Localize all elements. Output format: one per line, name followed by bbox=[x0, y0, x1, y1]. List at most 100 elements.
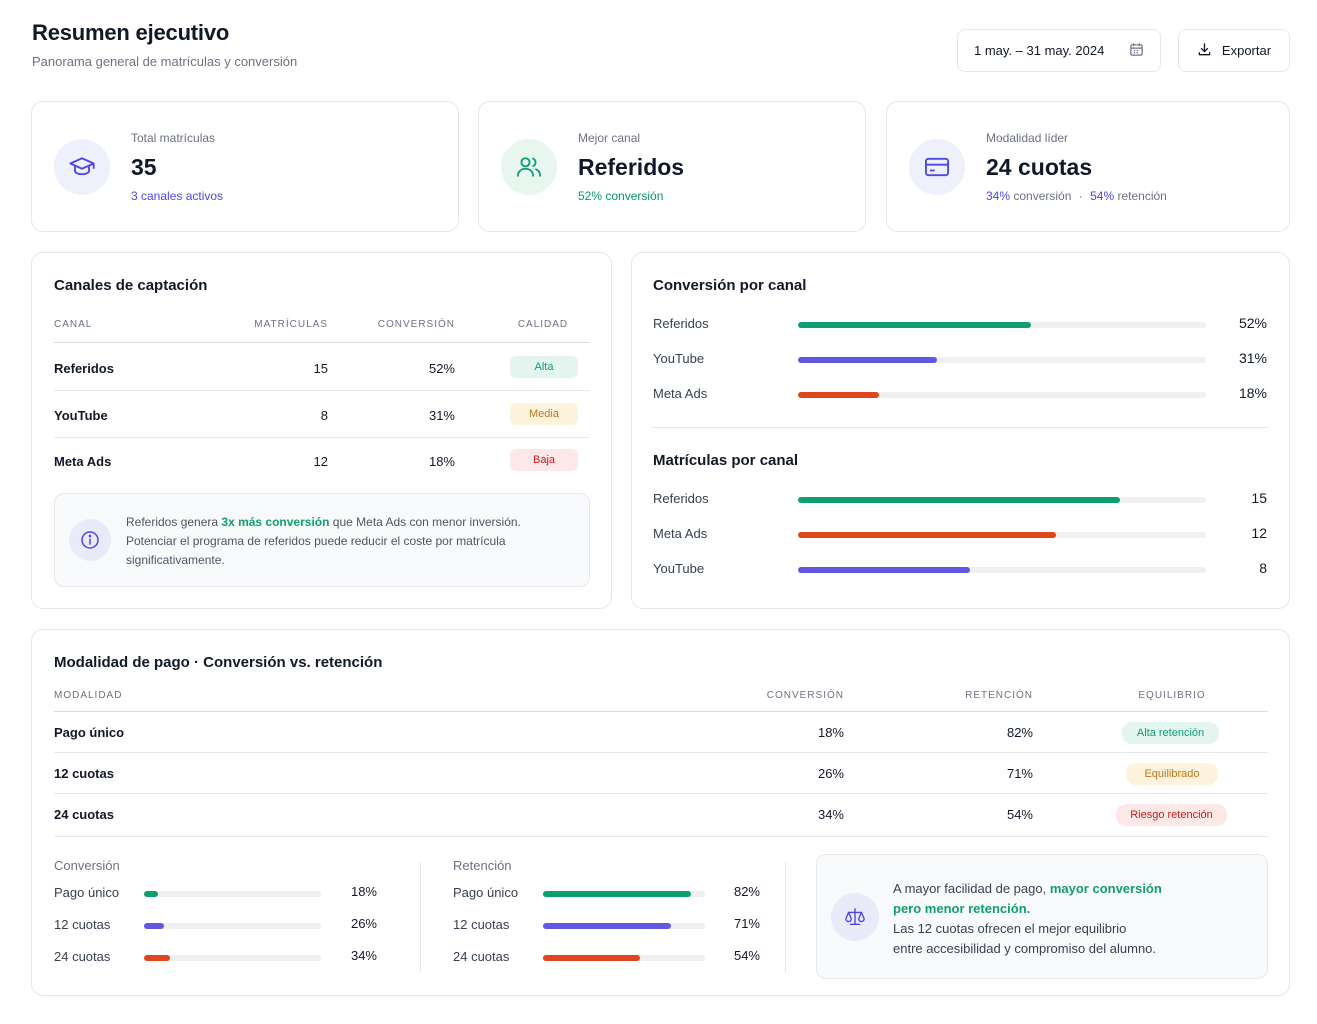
bar-label: 24 cuotas bbox=[54, 949, 111, 964]
bar-track bbox=[798, 357, 1206, 363]
bar-track bbox=[798, 497, 1206, 503]
bar-fill bbox=[144, 891, 158, 897]
payment-row-conversion: 18% bbox=[817, 725, 844, 740]
bar-value: 26% bbox=[350, 916, 377, 931]
bar-label: Pago único bbox=[54, 885, 120, 900]
bar-value: 8 bbox=[1259, 560, 1267, 576]
kpi-sub-conversion-text: conversión bbox=[1013, 188, 1072, 203]
insight-line4: entre accesibilidad y compromiso del alu… bbox=[893, 941, 1157, 956]
insight-pre: Referidos genera bbox=[126, 515, 222, 529]
bar-label: Meta Ads bbox=[653, 386, 708, 401]
payment-row-retention: 71% bbox=[1006, 766, 1033, 781]
kpi-sub: 52% conversión bbox=[578, 188, 664, 203]
channel-row-name: Referidos bbox=[54, 361, 114, 376]
bar-track bbox=[798, 392, 1206, 398]
balance-badge: Riesgo retención bbox=[1116, 804, 1227, 826]
bar-fill bbox=[144, 955, 170, 961]
payment-row-name: 24 cuotas bbox=[54, 807, 114, 822]
page-title: Resumen ejecutivo bbox=[32, 20, 230, 45]
bar-value: 18% bbox=[350, 884, 377, 899]
row-divider bbox=[54, 437, 590, 438]
payment-row-retention: 54% bbox=[1006, 807, 1033, 822]
insight-highlight-2: pero menor retención. bbox=[893, 901, 1031, 916]
credit-card-icon bbox=[909, 138, 965, 195]
channel-row-enrollments: 15 bbox=[313, 361, 328, 376]
bar-value: 52% bbox=[1238, 315, 1267, 331]
bar-value: 34% bbox=[350, 948, 377, 963]
bar-fill bbox=[798, 322, 1032, 328]
date-range-value: 1 may. – 31 may. 2024 bbox=[974, 43, 1105, 58]
payment-insight-text: A mayor facilidad de pago, mayor convers… bbox=[893, 879, 1243, 959]
retention-bars-title: Retención bbox=[453, 858, 512, 873]
bar-value: 71% bbox=[733, 916, 760, 931]
bar-label: YouTube bbox=[653, 561, 705, 576]
kpi-sub: 34% conversión · 54% retención bbox=[986, 189, 1167, 203]
date-range-picker[interactable]: 1 may. – 31 may. 2024 bbox=[957, 29, 1161, 72]
col-header-calidad: Calidad bbox=[517, 319, 569, 330]
export-button[interactable]: Exportar bbox=[1178, 29, 1290, 72]
col-header-conversion: Conversión bbox=[377, 319, 455, 330]
col-header-matriculas: Matrículas bbox=[254, 319, 328, 330]
enrollments-by-channel-title: Matrículas por canal bbox=[653, 452, 799, 469]
row-divider bbox=[54, 793, 1268, 794]
channel-row-name: Meta Ads bbox=[54, 454, 112, 469]
bar-value: 31% bbox=[1238, 350, 1267, 366]
kpi-sub-conversion-value: 34% bbox=[986, 188, 1011, 203]
bar-fill bbox=[798, 357, 937, 363]
channel-row-enrollments: 8 bbox=[320, 408, 328, 423]
insight-highlight-1: mayor conversión bbox=[1049, 881, 1162, 896]
kpi-sub-retention-value: 54% bbox=[1090, 188, 1115, 203]
bar-track bbox=[144, 891, 321, 897]
kpi-best-channel: Mejor canal Referidos 52% conversión bbox=[478, 101, 866, 232]
row-divider bbox=[54, 836, 1268, 837]
col-header-retencion: Retención bbox=[965, 690, 1033, 701]
conversion-by-channel-title: Conversión por canal bbox=[653, 277, 807, 294]
bar-label: YouTube bbox=[653, 351, 705, 366]
kpi-total-enrollments: Total matrículas 35 3 canales activos bbox=[31, 101, 459, 232]
row-divider bbox=[54, 752, 1268, 753]
kpi-value: 35 bbox=[131, 153, 157, 180]
bar-track bbox=[543, 891, 705, 897]
balance-badge: Alta retención bbox=[1122, 722, 1219, 744]
bar-track bbox=[798, 322, 1206, 328]
channels-insight: Referidos genera 3x más conversión que M… bbox=[54, 493, 590, 587]
bar-value: 82% bbox=[733, 884, 760, 899]
channels-title: Canales de captación bbox=[54, 277, 208, 294]
export-label: Exportar bbox=[1221, 43, 1272, 58]
bar-fill bbox=[144, 923, 164, 929]
table-divider bbox=[54, 711, 1268, 712]
kpi-leading-modality: Modalidad líder 24 cuotas 34% conversión… bbox=[886, 101, 1290, 232]
payment-row-name: 12 cuotas bbox=[54, 766, 114, 781]
conversion-bars-title: Conversión bbox=[54, 858, 120, 873]
bar-label: Referidos bbox=[653, 316, 709, 331]
quality-badge: Alta bbox=[510, 356, 578, 378]
insight-line3: Las 12 cuotas ofrecen el mejor equilibri… bbox=[893, 921, 1127, 936]
kpi-value: Referidos bbox=[578, 153, 685, 180]
payment-row-name: Pago único bbox=[54, 725, 125, 740]
payment-row-conversion: 34% bbox=[817, 807, 844, 822]
col-header-equilibrio: Equilibrio bbox=[1138, 690, 1206, 701]
kpi-label: Modalidad líder bbox=[986, 130, 1069, 145]
insight-pre: A mayor facilidad de pago, bbox=[893, 881, 1050, 896]
page-header: Resumen ejecutivo Panorama general de ma… bbox=[32, 20, 297, 69]
calendar-icon bbox=[1129, 42, 1144, 60]
graduation-cap-icon bbox=[54, 138, 110, 195]
channel-row-name: YouTube bbox=[54, 408, 108, 423]
col-header-canal: Canal bbox=[54, 319, 93, 330]
bar-value: 15 bbox=[1251, 490, 1267, 506]
bar-track bbox=[144, 955, 321, 961]
bar-label: Pago único bbox=[453, 885, 519, 900]
bar-track bbox=[144, 923, 321, 929]
payment-row-conversion: 26% bbox=[817, 766, 844, 781]
bar-label: 12 cuotas bbox=[453, 917, 510, 932]
col-header-conversion: Conversión bbox=[766, 690, 844, 701]
kpi-value: 24 cuotas bbox=[986, 153, 1093, 180]
channel-row-conversion: 52% bbox=[428, 361, 455, 376]
bar-fill bbox=[798, 497, 1121, 503]
bar-value: 54% bbox=[733, 948, 760, 963]
payment-card: Modalidad de pago · Conversión vs. reten… bbox=[31, 629, 1290, 996]
channel-row-conversion: 31% bbox=[428, 408, 455, 423]
download-icon bbox=[1197, 42, 1212, 60]
channels-card: Canales de captación Canal Matrículas Co… bbox=[31, 252, 612, 609]
bar-track bbox=[543, 955, 705, 961]
